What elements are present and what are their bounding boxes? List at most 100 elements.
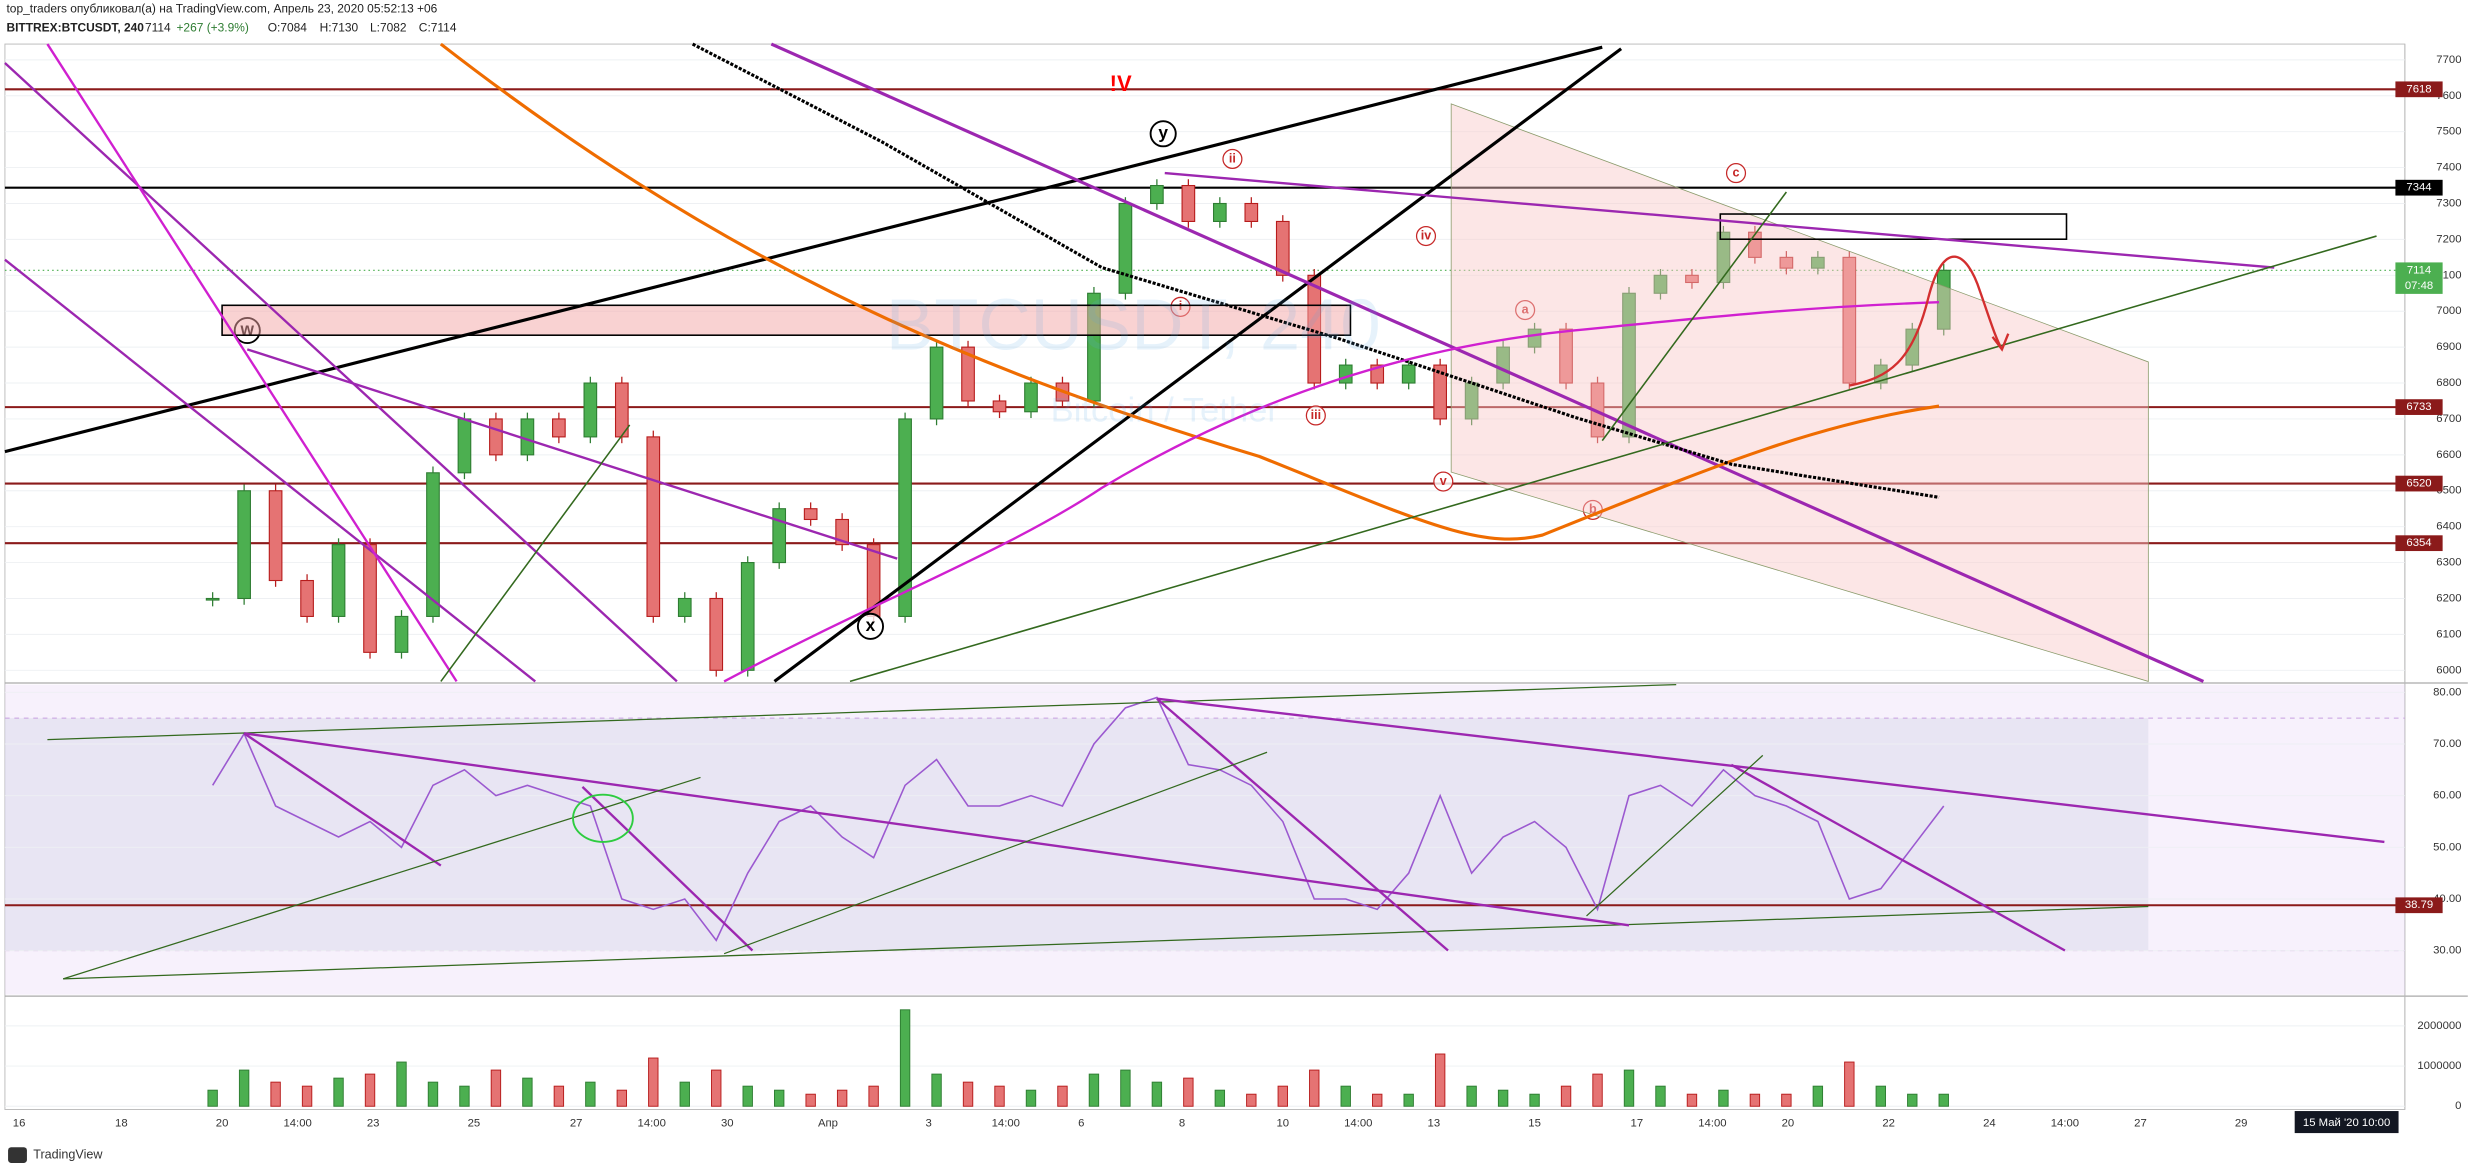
trendline — [849, 235, 2377, 683]
wave-label: ii — [1229, 151, 1236, 165]
volume-bar — [1246, 1093, 1257, 1107]
y-tick-label: 7300 — [2436, 197, 2461, 209]
volume-bar — [648, 1057, 659, 1107]
close: C:7114 — [419, 20, 457, 34]
cursor-label: 15 Май '20 10:00 — [2303, 1117, 2390, 1129]
trendline — [63, 905, 2149, 980]
volume-bar — [1749, 1093, 1761, 1107]
watermark: BTCUSDT, 240 — [886, 285, 1381, 366]
x-tick-label: 20 — [216, 1118, 229, 1130]
candle — [1779, 256, 1794, 269]
y-tick-label: 6300 — [2436, 557, 2461, 569]
candle — [1212, 202, 1227, 222]
candle — [740, 562, 755, 671]
volume-bar — [238, 1069, 250, 1107]
candle — [1464, 382, 1479, 420]
y-tick-label: 7200 — [2436, 233, 2461, 245]
wave-label: y — [1158, 122, 1168, 142]
candle — [1275, 220, 1290, 276]
x-tick-label: 13 — [1428, 1118, 1441, 1130]
level-label-box — [2395, 81, 2443, 98]
candle — [268, 490, 283, 582]
trendline — [723, 751, 1268, 955]
wave-label: c — [1733, 165, 1740, 179]
trendline — [243, 732, 1630, 927]
cursor-label-box — [2294, 1111, 2399, 1134]
volume-bar — [333, 1077, 344, 1107]
trendline — [46, 43, 458, 683]
volume-bar — [1403, 1093, 1414, 1107]
volume-bar — [1560, 1085, 1572, 1107]
trendline — [440, 424, 631, 682]
y-tick-label: 50.00 — [2433, 841, 2461, 853]
level-label-box — [2395, 399, 2443, 415]
volume-bar — [585, 1081, 596, 1107]
trendline — [4, 258, 537, 683]
x-tick-label: 24 — [1983, 1118, 1996, 1130]
level-label-box — [2395, 535, 2443, 552]
volume-bar — [868, 1085, 879, 1107]
wave-label: v — [1440, 474, 1447, 488]
trendline — [1601, 191, 1788, 442]
x-tick-label: 6 — [1078, 1118, 1084, 1130]
y-tick-label: 30.00 — [2433, 945, 2461, 957]
candle — [1024, 382, 1038, 413]
x-tick-label: Апр — [818, 1118, 838, 1130]
y-tick-label: 0 — [2455, 1100, 2461, 1112]
x-tick-label: 30 — [721, 1118, 734, 1130]
y-tick-label: 7000 — [2436, 305, 2461, 317]
drawings — [4, 42, 2385, 980]
volume-bar — [742, 1085, 753, 1107]
candle — [1150, 184, 1164, 205]
trendline — [770, 42, 2205, 683]
volume-bar — [836, 1089, 848, 1107]
volume-bar — [805, 1093, 816, 1107]
x-tick-label: 23 — [367, 1118, 380, 1130]
volume-bar — [459, 1085, 470, 1107]
level-label: 6354 — [2406, 537, 2431, 549]
band-outer — [4, 684, 2405, 995]
volume-bar — [1875, 1085, 1886, 1107]
volume-bar — [1466, 1085, 1477, 1107]
volume-bar — [899, 1009, 911, 1107]
candle — [835, 518, 849, 546]
level-label-box — [2395, 897, 2443, 914]
wave-label: b — [1589, 502, 1597, 516]
y-tick-label: 6100 — [2436, 628, 2461, 640]
volume-bar — [1655, 1085, 1666, 1107]
x-tick-label: 25 — [468, 1118, 481, 1130]
wave-label: !V — [1110, 71, 1132, 96]
x-tick-label: 27 — [2134, 1118, 2147, 1130]
trendline — [1730, 763, 2066, 952]
trendline — [246, 348, 898, 560]
zone — [1719, 213, 2068, 240]
volume-bar — [1372, 1093, 1383, 1107]
candle — [363, 544, 377, 653]
trendline — [1164, 171, 2275, 269]
volume-bar — [1718, 1089, 1729, 1107]
volume-bar — [1151, 1081, 1163, 1107]
level-label: 7344 — [2406, 182, 2431, 194]
trendline — [1586, 754, 1764, 917]
level-label: 6520 — [2406, 478, 2431, 490]
volume-bar — [270, 1081, 281, 1107]
x-tick-label: 14:00 — [283, 1118, 311, 1130]
last-price: 7114 — [145, 20, 171, 34]
y-tick-label: 7500 — [2436, 126, 2461, 138]
volume-bar — [711, 1069, 722, 1107]
volume-bar — [301, 1085, 313, 1107]
candle — [1496, 346, 1510, 384]
volume-bar — [1907, 1093, 1918, 1107]
y-tick-label: 7400 — [2436, 162, 2461, 174]
volume-bar — [207, 1089, 218, 1107]
x-tick-label: 14:00 — [1698, 1118, 1726, 1130]
y-tick-label: 2000000 — [2417, 1020, 2461, 1032]
wave-marker — [1515, 299, 1536, 321]
volume-bar — [1781, 1093, 1792, 1107]
symbol: BITTREX:BTCUSDT, 240 — [6, 20, 144, 34]
candle — [331, 544, 346, 617]
volume-bar — [1277, 1085, 1288, 1107]
y-tick-label: 6700 — [2436, 413, 2461, 425]
volume-bar — [1057, 1085, 1068, 1107]
rsi-line — [211, 696, 1945, 942]
